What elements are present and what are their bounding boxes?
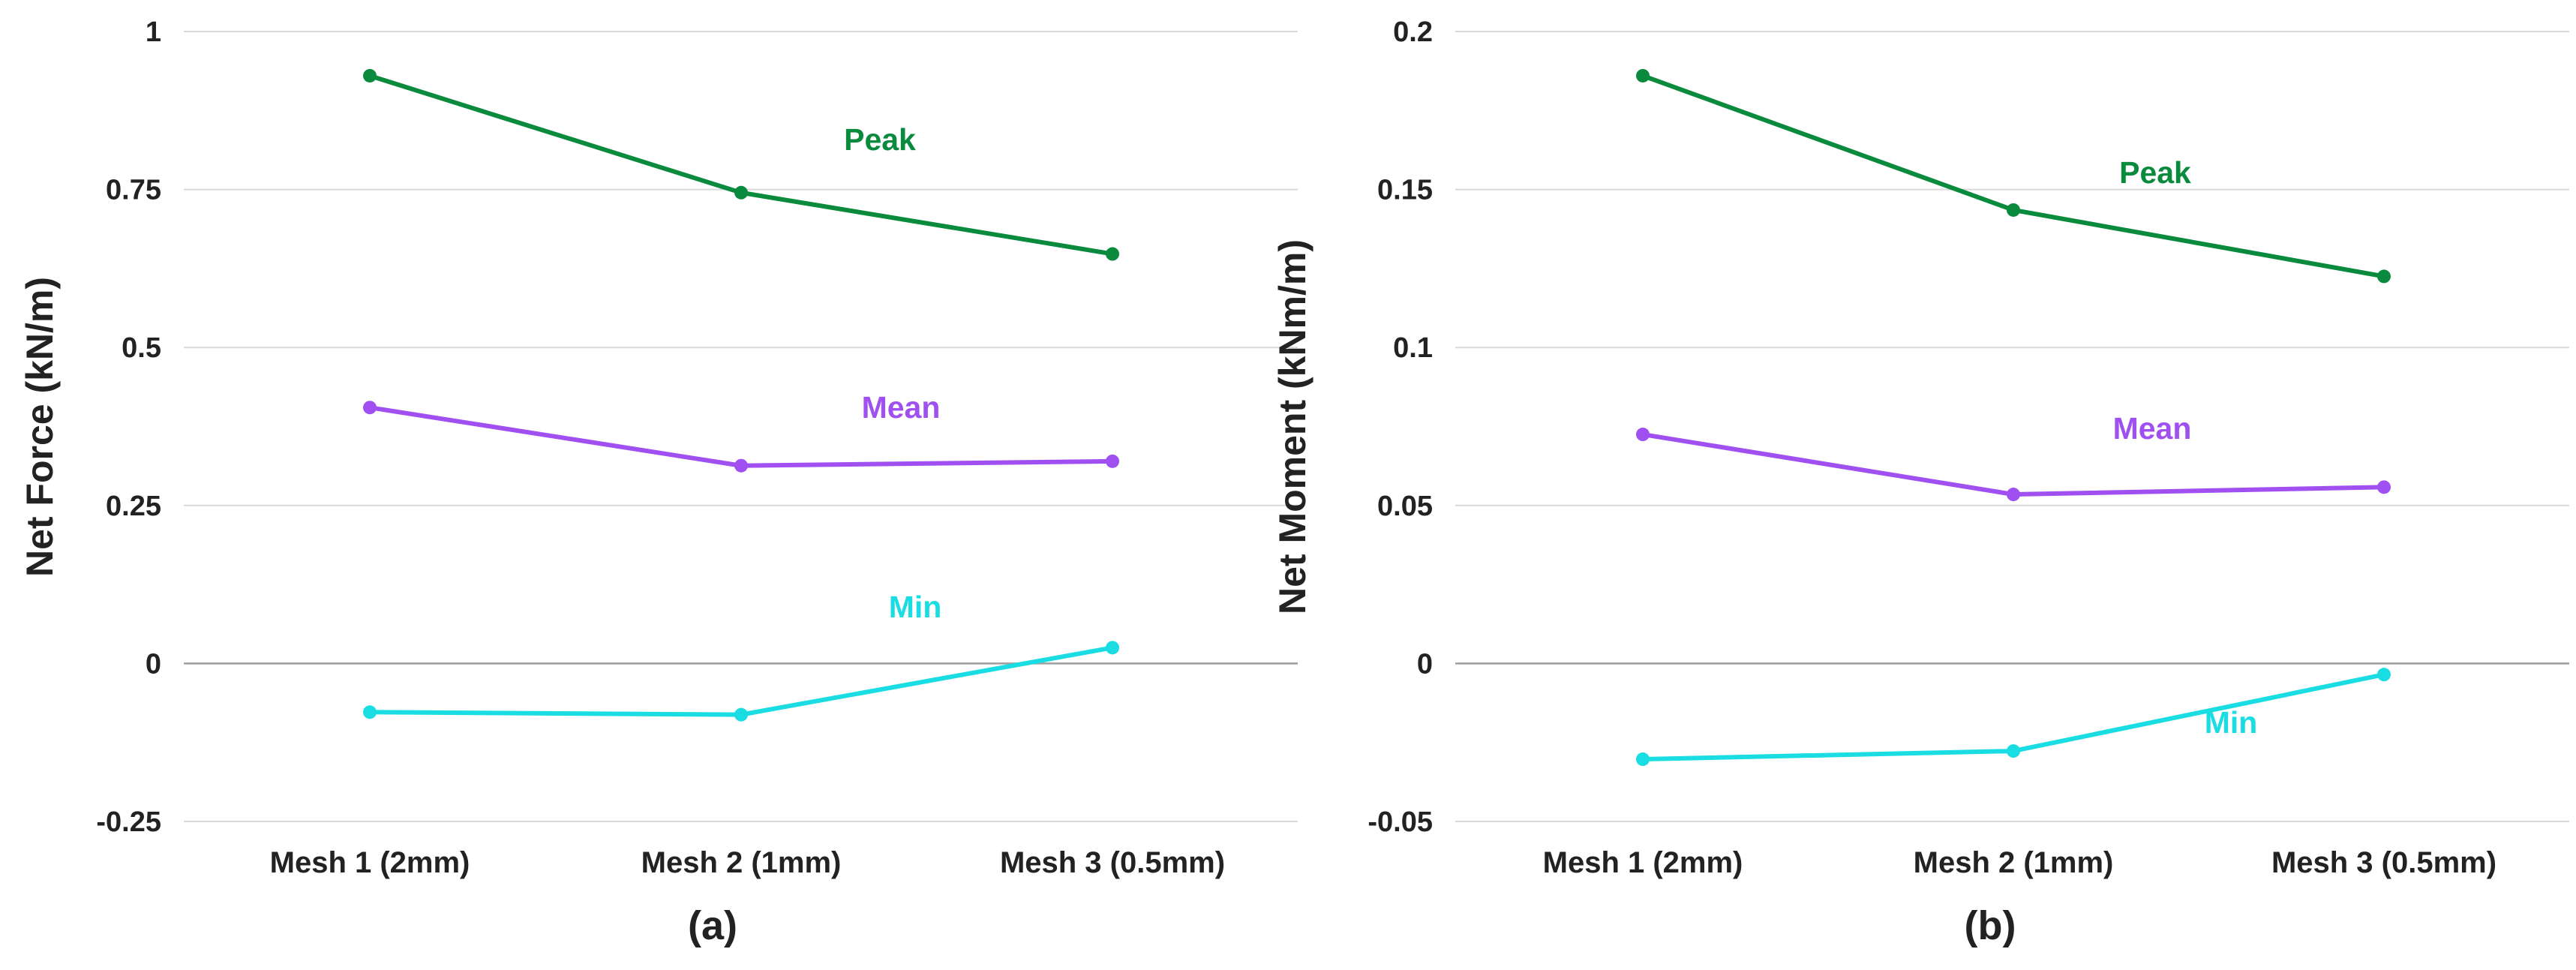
y-tick-label: 0.25 [106,491,161,522]
series-label-mean: Mean [2113,411,2192,446]
series-label-peak: Peak [844,122,916,157]
y-tick-label: 0.1 [1393,332,1433,364]
data-point-peak [1636,68,1650,83]
data-point-mean [1636,428,1650,442]
x-tick-label: Mesh 3 (0.5mm) [2271,846,2496,879]
data-point-peak [2377,269,2391,284]
chart-panel-a: 1 0.75 0.5 0.25 0 -0.25 Net Force (kN/m) Mesh 1… [19,17,1298,948]
y-tick-label: 0.75 [106,175,161,206]
series-line-mean [368,405,1115,468]
data-point-peak [2007,203,2020,217]
data-point-mean [2377,480,2391,494]
series-line-peak [368,73,1115,257]
series-label-peak: Peak [2119,155,2191,190]
y-tick-label: 0.05 [1377,491,1433,522]
series-line-peak [1641,73,2386,279]
y-tick-label: 0 [1417,648,1433,680]
series-label-mean: Mean [862,390,941,425]
x-tick-label: Mesh 3 (0.5mm) [1000,846,1225,879]
data-point-min [363,705,377,719]
series-line-min [368,645,1115,717]
series-label-min: Min [889,590,942,624]
y-tick-label: -0.05 [1368,806,1433,838]
y-tick-label: 0.15 [1377,175,1433,206]
series-line-mean [1641,432,2386,497]
data-point-mean [363,401,377,415]
panel-label: (a) [688,903,737,948]
x-tick-label: Mesh 1 (2mm) [1543,846,1743,879]
data-point-min [2007,744,2020,758]
x-tick-label: Mesh 1 (2mm) [270,846,470,879]
data-point-peak [363,68,377,83]
data-point-min [1636,752,1650,767]
panel-label: (b) [1965,903,2016,948]
data-point-mean [734,458,748,473]
y-tick-label: 1 [146,17,161,48]
data-point-min [734,707,748,722]
y-tick-label: -0.25 [96,806,161,838]
data-point-min [1106,641,1119,655]
x-tick-label: Mesh 2 (1mm) [641,846,842,879]
data-point-mean [2007,488,2020,502]
x-tick-label: Mesh 2 (1mm) [1914,846,2114,879]
y-tick-label: 0.2 [1393,17,1433,48]
data-point-peak [734,185,748,200]
y-tick-label: 0.5 [122,332,161,364]
data-point-min [2377,668,2391,682]
y-axis-label: Net Force (kN/m) [19,277,61,577]
y-axis-label: Net Moment (kNm/m) [1271,239,1314,614]
chart-panel-b: 0.2 0.15 0.1 0.05 0 -0.05 Net Moment (kNm/m) Me… [1271,17,2569,948]
data-point-peak [1106,247,1119,261]
y-tick-label: 0 [146,648,161,680]
series-label-min: Min [2205,705,2258,740]
data-point-mean [1106,454,1119,468]
